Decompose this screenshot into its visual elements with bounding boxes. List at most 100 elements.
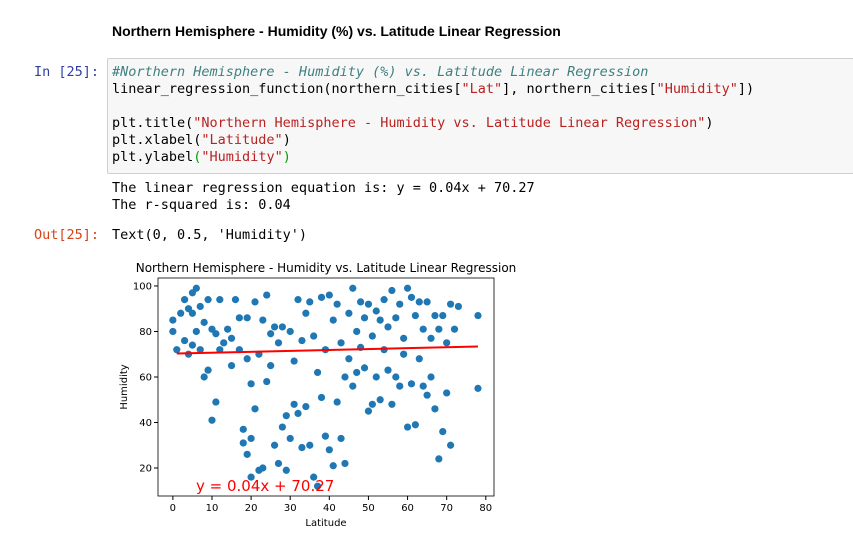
scatter-point	[435, 455, 443, 463]
y-tick-label: 20	[139, 464, 152, 475]
code-token: plt.title(	[112, 115, 194, 131]
scatter-point	[345, 309, 353, 317]
scatter-point	[212, 398, 220, 406]
scatter-point	[329, 316, 337, 324]
scatter-point	[180, 336, 189, 345]
scatter-point	[333, 398, 341, 406]
scatter-point	[341, 459, 349, 468]
code-line: plt.xlabel("Latitude")	[112, 132, 291, 149]
scatter-point	[212, 330, 220, 338]
scatter-point	[290, 357, 298, 365]
scatter-point	[427, 373, 435, 381]
scatter-point	[267, 362, 275, 370]
scatter-point	[286, 434, 294, 443]
output-text: Text(0, 0.5, 'Humidity')	[112, 227, 308, 243]
input-prompt: In [25]:	[34, 64, 100, 80]
scatter-point	[278, 323, 286, 331]
x-tick-label: 10	[206, 503, 219, 514]
code-line: plt.title("Northern Hemisphere - Humidit…	[112, 115, 713, 132]
scatter-point	[177, 309, 185, 317]
scatter-point	[204, 366, 212, 374]
scatter-point	[337, 434, 345, 443]
stdout-line: The linear regression equation is: y = 0…	[112, 180, 535, 196]
scatter-point	[247, 434, 255, 443]
scatter-point	[435, 325, 443, 333]
y-axis-label: Humidity	[119, 364, 130, 409]
scatter-point	[306, 298, 314, 306]
code-token: linear_regression_function(northern_citi…	[112, 81, 462, 97]
scatter-point	[247, 473, 255, 481]
scatter-point	[407, 293, 416, 301]
scatter-point	[243, 314, 251, 322]
scatter-point	[403, 284, 412, 292]
stdout-line: The r-squared is: 0.04	[112, 197, 291, 213]
scatter-point	[188, 341, 197, 349]
scatter-point	[251, 405, 259, 413]
scatter-point	[353, 368, 361, 377]
scatter-point	[439, 428, 447, 436]
scatter-point	[349, 284, 357, 292]
scatter-point	[200, 373, 208, 381]
scatter-point	[313, 482, 322, 490]
scatter-point	[306, 441, 314, 449]
scatter-point	[341, 373, 349, 381]
code-token: (	[193, 149, 202, 165]
scatter-point	[274, 459, 283, 468]
scatter-point	[446, 300, 455, 308]
x-tick-label: 80	[479, 503, 492, 514]
scatter-point	[302, 402, 310, 411]
code-token: )	[705, 115, 714, 131]
scatter-point	[259, 316, 267, 324]
scatter-point	[200, 318, 208, 326]
scatter-point	[204, 296, 212, 304]
scatter-point	[376, 316, 384, 324]
code-token: "Northern Hemisphere - Humidity vs. Lati…	[193, 115, 706, 131]
scatter-point	[450, 325, 459, 333]
scatter-point	[321, 432, 330, 440]
code-line: plt.ylabel("Humidity")	[112, 149, 291, 166]
scatter-point	[364, 407, 373, 415]
regression-equation: y = 0.04x + 70.27	[196, 477, 334, 495]
scatter-point	[169, 316, 177, 324]
code-cell[interactable]	[107, 58, 853, 174]
code-line: linear_regression_function(northern_citi…	[112, 81, 754, 98]
scatter-point	[274, 339, 283, 347]
scatter-point	[278, 423, 286, 431]
scatter-point	[286, 327, 294, 336]
scatter-point	[454, 302, 463, 311]
scatter-point	[411, 421, 419, 429]
scatter-point	[419, 382, 427, 390]
scatter-point	[372, 307, 380, 315]
scatter-point	[196, 346, 204, 354]
scatter-point	[337, 339, 345, 347]
code-line: #Northern Hemisphere - Humidity (%) vs. …	[112, 64, 648, 81]
x-tick-label: 70	[440, 503, 453, 514]
scatter-point	[220, 339, 228, 347]
code-token: #Northern Hemisphere - Humidity (%) vs. …	[112, 64, 649, 80]
scatter-point	[392, 373, 400, 381]
scatter-point	[239, 425, 247, 433]
scatter-point	[411, 311, 419, 320]
scatter-point	[224, 325, 232, 333]
scatter-point	[396, 382, 404, 390]
scatter-point	[313, 368, 322, 377]
scatter-point	[415, 298, 423, 306]
code-token: "Humidity"	[656, 81, 738, 97]
markdown-heading: Northern Hemisphere - Humidity (%) vs. L…	[112, 23, 561, 39]
x-axis-label: Latitude	[305, 518, 346, 529]
scatter-point	[282, 466, 290, 474]
scatter-point	[446, 441, 455, 449]
code-token: "Lat"	[461, 81, 503, 97]
scatter-point	[294, 296, 302, 304]
y-tick-label: 60	[139, 372, 152, 383]
code-token: plt.xlabel(	[112, 132, 202, 148]
scatter-point	[267, 330, 275, 338]
scatter-point	[396, 300, 404, 308]
scatter-point	[353, 327, 361, 336]
scatter-point	[180, 296, 189, 304]
scatter-point	[290, 400, 298, 408]
scatter-point	[259, 464, 267, 472]
scatter-point	[235, 314, 243, 322]
code-token: plt.ylabel	[112, 149, 194, 165]
